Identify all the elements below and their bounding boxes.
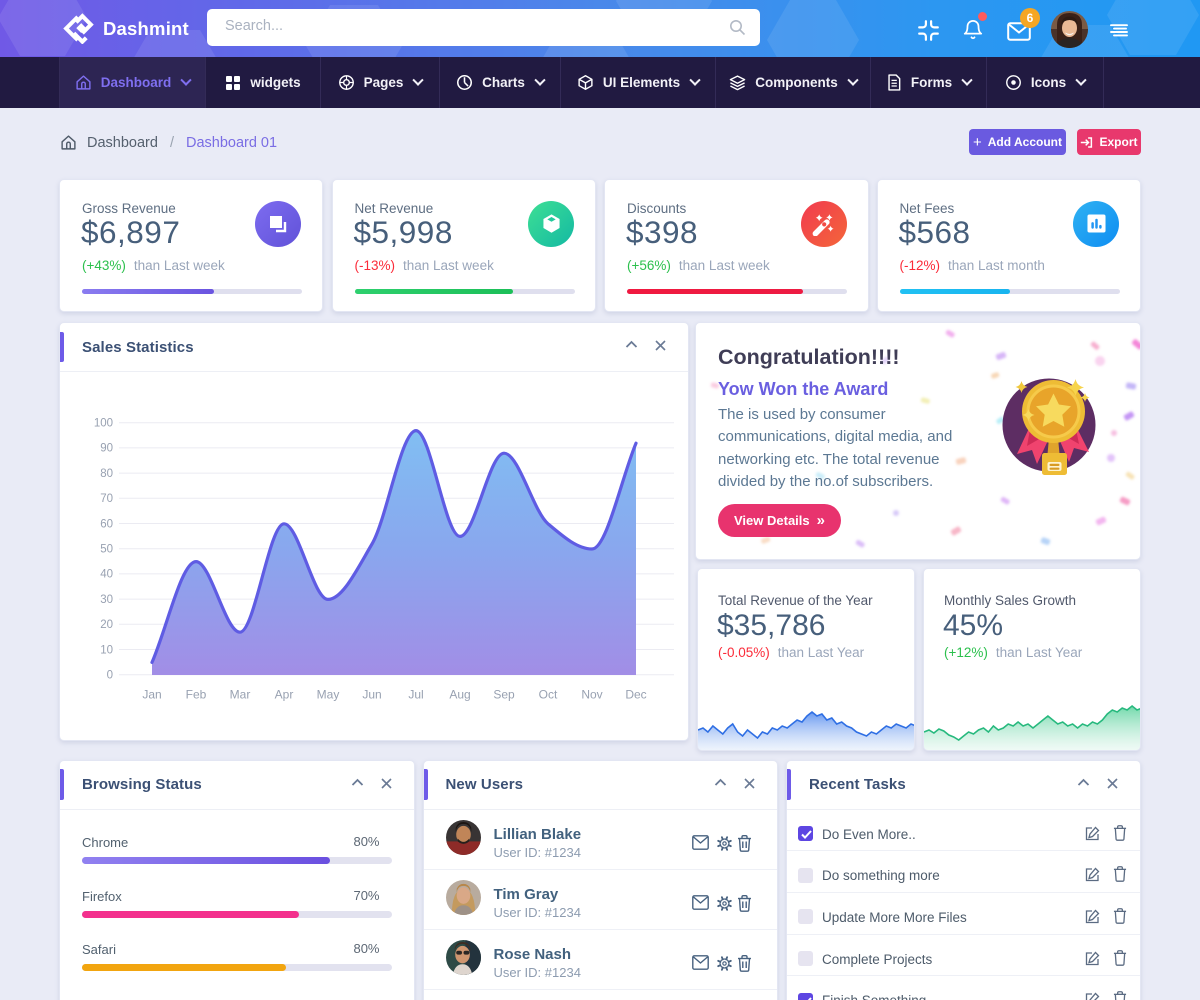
svg-text:20: 20 bbox=[100, 619, 113, 631]
svg-text:100: 100 bbox=[94, 418, 113, 430]
svg-text:50: 50 bbox=[100, 544, 113, 556]
svg-text:60: 60 bbox=[100, 518, 113, 530]
svg-text:Dec: Dec bbox=[625, 688, 646, 702]
svg-text:90: 90 bbox=[100, 443, 113, 455]
svg-text:Jun: Jun bbox=[362, 688, 381, 702]
svg-text:Oct: Oct bbox=[539, 688, 558, 702]
svg-text:Jan: Jan bbox=[142, 688, 161, 702]
svg-text:Feb: Feb bbox=[186, 688, 207, 702]
svg-text:Apr: Apr bbox=[275, 688, 294, 702]
svg-text:30: 30 bbox=[100, 594, 113, 606]
svg-text:10: 10 bbox=[100, 644, 113, 656]
svg-text:40: 40 bbox=[100, 569, 113, 581]
svg-text:0: 0 bbox=[107, 670, 113, 682]
svg-text:Aug: Aug bbox=[449, 688, 470, 702]
svg-text:Sep: Sep bbox=[493, 688, 515, 702]
svg-text:Mar: Mar bbox=[230, 688, 251, 702]
svg-text:Jul: Jul bbox=[408, 688, 423, 702]
svg-text:May: May bbox=[317, 688, 340, 702]
svg-text:Nov: Nov bbox=[581, 688, 602, 702]
svg-text:70: 70 bbox=[100, 493, 113, 505]
svg-text:80: 80 bbox=[100, 468, 113, 480]
